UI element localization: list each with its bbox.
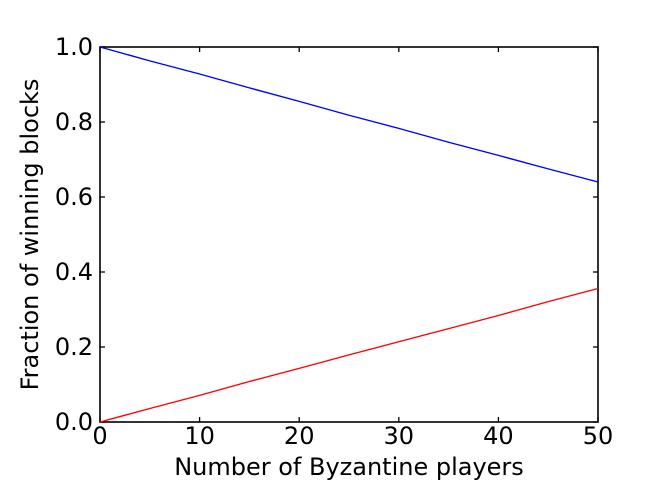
y-tick-label: 0.2 <box>55 333 93 361</box>
series-lines <box>99 46 599 423</box>
y-tick-labels: 0.0 0.2 0.4 0.6 0.8 1.0 <box>55 33 93 436</box>
x-axis-label: Number of Byzantine players <box>174 453 524 481</box>
y-tick-label: 0.8 <box>55 108 93 136</box>
x-tick-label: 50 <box>583 422 614 450</box>
x-tick-labels: 0 10 20 30 40 50 <box>92 422 613 450</box>
x-tick-label: 0 <box>92 422 107 450</box>
y-axis-label: Fraction of winning blocks <box>16 79 44 391</box>
upper-blue-line <box>99 46 599 183</box>
y-tick-label: 0.6 <box>55 183 93 211</box>
lower-red-line <box>99 287 599 423</box>
x-tick-label: 40 <box>483 422 514 450</box>
y-tick-label: 1.0 <box>55 33 93 61</box>
x-tick-label: 30 <box>384 422 415 450</box>
plot-border <box>99 46 599 423</box>
x-tick-label: 10 <box>184 422 215 450</box>
y-tick-label: 0.0 <box>55 408 93 436</box>
y-tick-label: 0.4 <box>55 258 93 286</box>
x-tick-label: 20 <box>284 422 315 450</box>
